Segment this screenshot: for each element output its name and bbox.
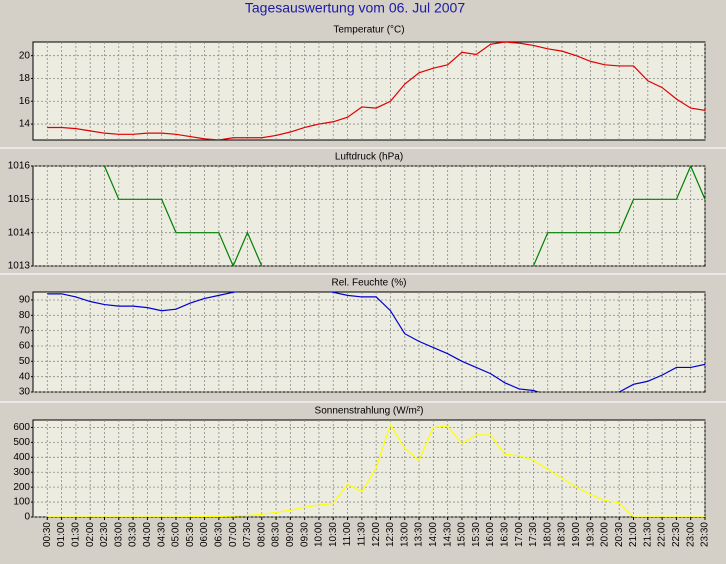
y-tick-label: 600 xyxy=(13,422,30,433)
x-tick-label: 04:00 xyxy=(142,522,153,547)
x-tick-label: 19:30 xyxy=(585,522,596,547)
x-tick-label: 10:30 xyxy=(328,522,339,547)
panel-title: Sonnenstrahlung (W/m²) xyxy=(315,406,424,417)
x-tick-label: 09:00 xyxy=(285,522,296,547)
x-tick-label: 13:00 xyxy=(399,522,410,547)
x-tick-label: 03:30 xyxy=(128,522,139,547)
x-tick-label: 22:30 xyxy=(671,522,682,547)
x-tick-label: 21:30 xyxy=(642,522,653,547)
x-tick-label: 08:30 xyxy=(271,522,282,547)
x-tick-label: 18:30 xyxy=(557,522,568,547)
x-tick-label: 07:30 xyxy=(242,522,253,547)
y-tick-label: 40 xyxy=(19,371,31,382)
y-tick-label: 1015 xyxy=(8,194,31,205)
plot-area xyxy=(32,291,706,393)
data-line xyxy=(47,42,705,140)
data-line xyxy=(103,166,705,266)
x-tick-label: 02:30 xyxy=(99,522,110,547)
x-tick-label: 14:30 xyxy=(442,522,453,547)
x-tick-label: 06:00 xyxy=(199,522,210,547)
y-tick-label: 1014 xyxy=(8,227,31,238)
plot-area xyxy=(32,165,706,267)
plot-area xyxy=(32,419,706,518)
x-tick-label: 01:00 xyxy=(56,522,67,547)
data-line xyxy=(47,292,705,392)
x-tick-label: 14:00 xyxy=(428,522,439,547)
x-tick-label: 21:00 xyxy=(628,522,639,547)
y-tick-label: 20 xyxy=(19,50,31,61)
x-tick-label: 23:00 xyxy=(685,522,696,547)
x-tick-label: 12:30 xyxy=(385,522,396,547)
x-tick-label: 08:00 xyxy=(256,522,267,547)
plot-area xyxy=(32,41,706,141)
x-tick-label: 11:30 xyxy=(356,522,367,547)
x-tick-label: 05:00 xyxy=(171,522,182,547)
y-tick-label: 70 xyxy=(19,325,31,336)
x-tick-label: 19:00 xyxy=(571,522,582,547)
x-tick-label: 15:00 xyxy=(457,522,468,547)
x-tick-label: 23:30 xyxy=(700,522,711,547)
data-line xyxy=(47,423,705,517)
x-tick-label: 09:30 xyxy=(299,522,310,547)
y-tick-label: 0 xyxy=(24,512,30,523)
x-tick-label: 17:30 xyxy=(528,522,539,547)
x-tick-label: 05:30 xyxy=(185,522,196,547)
y-tick-label: 18 xyxy=(19,73,31,84)
x-tick-label: 20:30 xyxy=(614,522,625,547)
x-tick-label: 00:30 xyxy=(42,522,53,547)
y-tick-label: 200 xyxy=(13,482,30,493)
x-tick-label: 20:00 xyxy=(600,522,611,547)
y-tick-label: 300 xyxy=(13,467,30,478)
y-tick-label: 100 xyxy=(13,497,30,508)
x-tick-label: 06:30 xyxy=(214,522,225,547)
y-tick-label: 90 xyxy=(19,295,31,306)
y-tick-label: 500 xyxy=(13,437,30,448)
x-tick-label: 10:00 xyxy=(314,522,325,547)
x-tick-label: 13:30 xyxy=(414,522,425,547)
x-tick-label: 16:30 xyxy=(499,522,510,547)
y-tick-label: 1016 xyxy=(8,161,31,172)
x-tick-label: 18:00 xyxy=(542,522,553,547)
x-tick-label: 22:00 xyxy=(657,522,668,547)
y-tick-label: 14 xyxy=(19,119,31,130)
panel-title: Rel. Feuchte (%) xyxy=(331,278,406,289)
x-tick-label: 12:00 xyxy=(371,522,382,547)
y-tick-label: 400 xyxy=(13,452,30,463)
chart-title: Tagesauswertung vom 06. Jul 2007 xyxy=(245,0,465,16)
x-tick-label: 03:00 xyxy=(113,522,124,547)
y-tick-label: 16 xyxy=(19,96,31,107)
x-tick-label: 01:30 xyxy=(71,522,82,547)
x-tick-label: 15:30 xyxy=(471,522,482,547)
x-tick-label: 17:00 xyxy=(514,522,525,547)
panel-title: Luftdruck (hPa) xyxy=(335,152,403,163)
y-tick-label: 1013 xyxy=(8,261,31,272)
y-tick-label: 50 xyxy=(19,356,31,367)
x-tick-label: 16:00 xyxy=(485,522,496,547)
panel-title: Temperatur (°C) xyxy=(333,25,404,36)
x-tick-label: 04:30 xyxy=(156,522,167,547)
y-tick-label: 80 xyxy=(19,310,31,321)
x-tick-label: 07:00 xyxy=(228,522,239,547)
x-tick-label: 02:00 xyxy=(85,522,96,547)
x-tick-label: 11:00 xyxy=(342,522,353,547)
y-tick-label: 30 xyxy=(19,387,31,398)
y-tick-label: 60 xyxy=(19,341,31,352)
